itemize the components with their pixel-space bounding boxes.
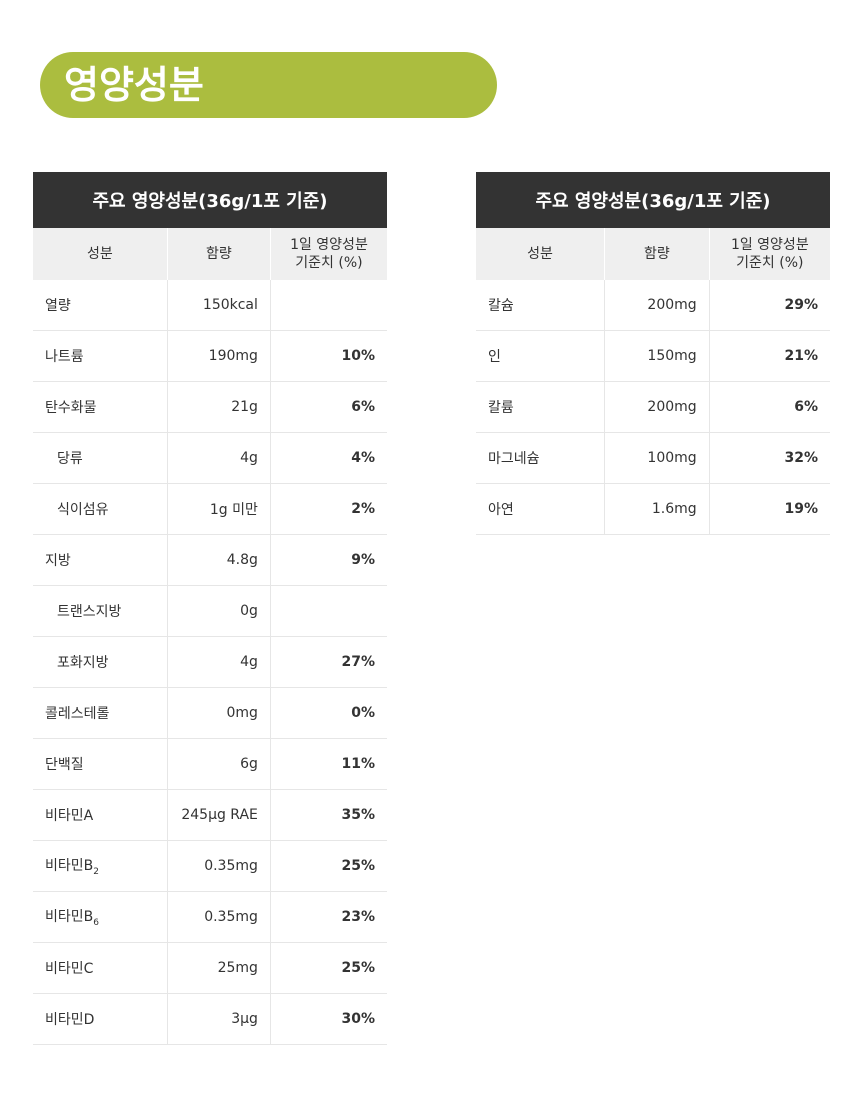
- ingredient-name: 비타민B2: [33, 840, 168, 892]
- header-ingredient: 성분: [476, 228, 605, 280]
- table-row: 비타민B2 0.35mg 25%: [33, 840, 387, 892]
- amount: 1g 미만: [167, 483, 271, 535]
- table-caption: 주요 영양성분(36g/1포 기준): [476, 172, 830, 228]
- nutrition-table-main: 주요 영양성분(36g/1포 기준) 성분 함량 1일 영양성분 기준치 (%) …: [33, 172, 387, 1045]
- table-row: 비타민D 3μg 30%: [33, 993, 387, 1045]
- amount: 4g: [167, 432, 271, 484]
- table-row: 인 150mg 21%: [476, 330, 830, 382]
- ingredient-name: 탄수화물: [33, 381, 168, 433]
- header-daily-value: 1일 영양성분 기준치 (%): [709, 228, 830, 280]
- table-row: 칼슘 200mg 29%: [476, 280, 830, 331]
- subscript: 6: [93, 917, 99, 928]
- amount: 190mg: [167, 330, 271, 382]
- ingredient-name: 트랜스지방: [33, 585, 168, 637]
- daily-value-percent: [270, 280, 387, 331]
- ingredient-name: 당류: [33, 432, 168, 484]
- table-row: 비타민B6 0.35mg 23%: [33, 891, 387, 943]
- daily-value-percent: 19%: [709, 483, 830, 535]
- ingredient-name: 나트륨: [33, 330, 168, 382]
- ingredient-name: 인: [476, 330, 605, 382]
- ingredient-name: 열량: [33, 280, 168, 331]
- table-row: 단백질 6g 11%: [33, 738, 387, 790]
- table-row: 아연 1.6mg 19%: [476, 483, 830, 535]
- daily-value-percent: 21%: [709, 330, 830, 382]
- amount: 150kcal: [167, 280, 271, 331]
- header-amount: 함량: [167, 228, 271, 280]
- daily-value-percent: 25%: [270, 840, 387, 892]
- daily-value-percent: 11%: [270, 738, 387, 790]
- amount: 200mg: [604, 381, 710, 433]
- ingredient-name: 비타민B6: [33, 891, 168, 943]
- table-row: 포화지방 4g 27%: [33, 636, 387, 688]
- table-row: 식이섬유 1g 미만 2%: [33, 483, 387, 535]
- table-row: 트랜스지방 0g: [33, 585, 387, 637]
- amount: 25mg: [167, 942, 271, 994]
- column-headers: 성분 함량 1일 영양성분 기준치 (%): [33, 228, 387, 280]
- ingredient-name: 아연: [476, 483, 605, 535]
- table-row: 칼륨 200mg 6%: [476, 381, 830, 433]
- daily-value-percent: 29%: [709, 280, 830, 331]
- daily-value-percent: 6%: [270, 381, 387, 433]
- table-row: 지방 4.8g 9%: [33, 534, 387, 586]
- daily-value-percent: [270, 585, 387, 637]
- column-headers: 성분 함량 1일 영양성분 기준치 (%): [476, 228, 830, 280]
- table-row: 비타민C 25mg 25%: [33, 942, 387, 994]
- header-daily-value: 1일 영양성분 기준치 (%): [270, 228, 387, 280]
- daily-value-percent: 6%: [709, 381, 830, 433]
- amount: 4.8g: [167, 534, 271, 586]
- daily-value-percent: 23%: [270, 891, 387, 943]
- daily-value-percent: 30%: [270, 993, 387, 1045]
- daily-value-percent: 32%: [709, 432, 830, 484]
- amount: 150mg: [604, 330, 710, 382]
- table-row: 마그네슘 100mg 32%: [476, 432, 830, 484]
- amount: 6g: [167, 738, 271, 790]
- daily-value-percent: 2%: [270, 483, 387, 535]
- daily-value-percent: 25%: [270, 942, 387, 994]
- ingredient-name: 비타민C: [33, 942, 168, 994]
- amount: 1.6mg: [604, 483, 710, 535]
- amount: 0g: [167, 585, 271, 637]
- ingredient-name: 칼슘: [476, 280, 605, 331]
- table-row: 당류 4g 4%: [33, 432, 387, 484]
- amount: 200mg: [604, 280, 710, 331]
- daily-value-percent: 0%: [270, 687, 387, 739]
- ingredient-name: 비타민D: [33, 993, 168, 1045]
- table-row: 비타민A 245μg RAE 35%: [33, 789, 387, 841]
- section-title: 영양성분: [40, 52, 497, 118]
- amount: 21g: [167, 381, 271, 433]
- amount: 0.35mg: [167, 891, 271, 943]
- daily-value-percent: 35%: [270, 789, 387, 841]
- table-caption: 주요 영양성분(36g/1포 기준): [33, 172, 387, 228]
- daily-value-percent: 4%: [270, 432, 387, 484]
- ingredient-name: 콜레스테롤: [33, 687, 168, 739]
- amount: 0mg: [167, 687, 271, 739]
- table-row: 나트륨 190mg 10%: [33, 330, 387, 382]
- amount: 245μg RAE: [167, 789, 271, 841]
- ingredient-name: 식이섬유: [33, 483, 168, 535]
- table-row: 탄수화물 21g 6%: [33, 381, 387, 433]
- amount: 3μg: [167, 993, 271, 1045]
- header-amount: 함량: [604, 228, 710, 280]
- ingredient-name: 단백질: [33, 738, 168, 790]
- table-row: 콜레스테롤 0mg 0%: [33, 687, 387, 739]
- header-ingredient: 성분: [33, 228, 168, 280]
- amount: 4g: [167, 636, 271, 688]
- amount: 0.35mg: [167, 840, 271, 892]
- ingredient-name: 지방: [33, 534, 168, 586]
- ingredient-name: 비타민A: [33, 789, 168, 841]
- table-row: 열량 150kcal: [33, 280, 387, 331]
- ingredient-name: 칼륨: [476, 381, 605, 433]
- daily-value-percent: 27%: [270, 636, 387, 688]
- daily-value-percent: 10%: [270, 330, 387, 382]
- subscript: 2: [93, 866, 99, 877]
- amount: 100mg: [604, 432, 710, 484]
- nutrition-table-minerals: 주요 영양성분(36g/1포 기준) 성분 함량 1일 영양성분 기준치 (%) …: [476, 172, 830, 535]
- ingredient-name: 포화지방: [33, 636, 168, 688]
- daily-value-percent: 9%: [270, 534, 387, 586]
- ingredient-name: 마그네슘: [476, 432, 605, 484]
